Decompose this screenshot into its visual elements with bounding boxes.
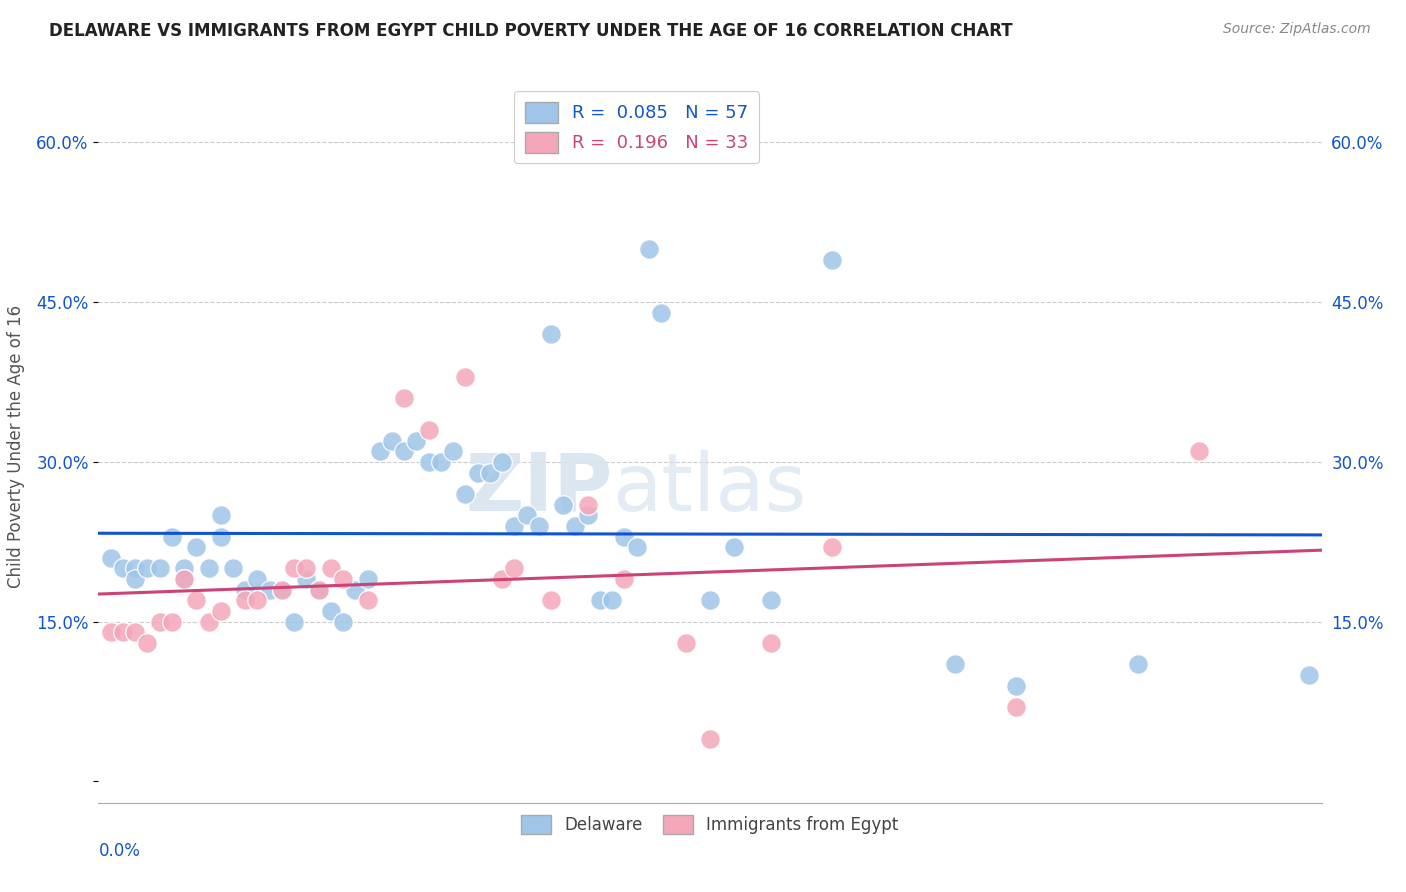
Point — [197, 615, 219, 629]
Point — [478, 466, 501, 480]
Point — [392, 391, 416, 405]
Point — [553, 498, 575, 512]
Legend: Delaware, Immigrants from Egypt: Delaware, Immigrants from Egypt — [515, 808, 905, 841]
Point — [1128, 657, 1150, 672]
Point — [613, 572, 636, 586]
Point — [149, 615, 172, 629]
Point — [418, 423, 440, 437]
Point — [430, 455, 453, 469]
Point — [186, 593, 208, 607]
Text: DELAWARE VS IMMIGRANTS FROM EGYPT CHILD POVERTY UNDER THE AGE OF 16 CORRELATION : DELAWARE VS IMMIGRANTS FROM EGYPT CHILD … — [49, 22, 1012, 40]
Point — [295, 561, 318, 575]
Point — [124, 572, 146, 586]
Point — [332, 615, 354, 629]
Point — [356, 572, 378, 586]
Point — [173, 572, 195, 586]
Point — [197, 561, 219, 575]
Point — [723, 540, 745, 554]
Point — [149, 561, 172, 575]
Point — [259, 582, 281, 597]
Point — [454, 487, 477, 501]
Point — [540, 593, 562, 607]
Point — [209, 604, 232, 618]
Text: 0.0%: 0.0% — [98, 842, 141, 860]
Point — [503, 561, 526, 575]
Point — [136, 636, 159, 650]
Point — [124, 625, 146, 640]
Point — [516, 508, 538, 523]
Point — [173, 561, 195, 575]
Point — [637, 242, 661, 256]
Point — [650, 306, 672, 320]
Point — [344, 582, 367, 597]
Point — [527, 519, 550, 533]
Point — [943, 657, 966, 672]
Point — [319, 604, 342, 618]
Point — [356, 593, 378, 607]
Point — [209, 529, 232, 543]
Point — [111, 561, 134, 575]
Point — [100, 550, 122, 565]
Point — [270, 582, 292, 597]
Point — [613, 529, 636, 543]
Point — [283, 615, 305, 629]
Point — [441, 444, 464, 458]
Point — [600, 593, 623, 607]
Point — [270, 582, 292, 597]
Point — [1298, 668, 1320, 682]
Point — [418, 455, 440, 469]
Point — [1004, 700, 1026, 714]
Point — [111, 625, 134, 640]
Point — [319, 561, 342, 575]
Point — [540, 327, 562, 342]
Point — [100, 625, 122, 640]
Point — [381, 434, 404, 448]
Point — [222, 561, 245, 575]
Point — [1004, 679, 1026, 693]
Point — [491, 455, 513, 469]
Point — [209, 508, 232, 523]
Point — [173, 572, 195, 586]
Point — [160, 615, 183, 629]
Point — [124, 561, 146, 575]
Point — [368, 444, 391, 458]
Point — [576, 508, 599, 523]
Point — [589, 593, 612, 607]
Text: Source: ZipAtlas.com: Source: ZipAtlas.com — [1223, 22, 1371, 37]
Point — [332, 572, 354, 586]
Point — [564, 519, 586, 533]
Point — [503, 519, 526, 533]
Point — [675, 636, 697, 650]
Y-axis label: Child Poverty Under the Age of 16: Child Poverty Under the Age of 16 — [7, 304, 25, 588]
Point — [699, 593, 721, 607]
Point — [233, 593, 256, 607]
Point — [1188, 444, 1211, 458]
Point — [392, 444, 416, 458]
Point — [576, 498, 599, 512]
Point — [186, 540, 208, 554]
Point — [295, 572, 318, 586]
Point — [821, 540, 844, 554]
Point — [246, 572, 269, 586]
Point — [759, 636, 782, 650]
Point — [699, 731, 721, 746]
Point — [821, 252, 844, 267]
Point — [246, 593, 269, 607]
Point — [626, 540, 648, 554]
Point — [283, 561, 305, 575]
Point — [233, 582, 256, 597]
Point — [759, 593, 782, 607]
Point — [136, 561, 159, 575]
Point — [160, 529, 183, 543]
Point — [491, 572, 513, 586]
Point — [454, 369, 477, 384]
Text: ZIP: ZIP — [465, 450, 612, 528]
Point — [308, 582, 330, 597]
Point — [405, 434, 427, 448]
Text: atlas: atlas — [612, 450, 807, 528]
Point — [467, 466, 489, 480]
Point — [308, 582, 330, 597]
